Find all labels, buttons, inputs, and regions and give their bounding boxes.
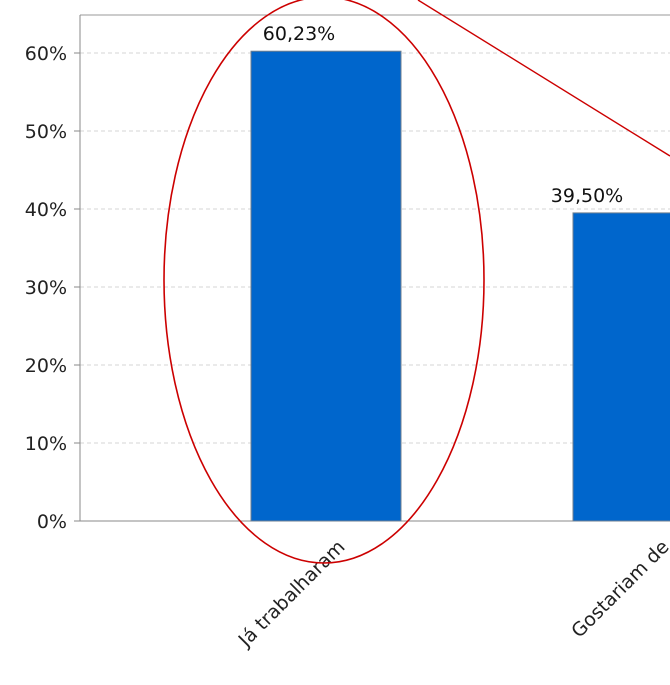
annotation-pointer-line [417, 0, 670, 157]
category-labels: Já trabalharam Gostariam de [234, 536, 670, 652]
y-tick-label: 20% [25, 355, 67, 377]
y-tick-label: 40% [25, 199, 67, 221]
category-label: Gostariam de [567, 536, 670, 642]
y-tick-label: 50% [25, 121, 67, 143]
y-tick-label: 0% [37, 511, 67, 533]
category-label: Já trabalharam [234, 536, 350, 652]
y-tick-labels: 0% 10% 20% 30% 40% 50% 60% [25, 43, 80, 533]
bar [572, 212, 670, 522]
y-tick-label: 10% [25, 433, 67, 455]
y-tick-label: 30% [25, 277, 67, 299]
data-labels: 60,23% 39,50% [263, 23, 623, 207]
bars [250, 50, 670, 522]
annotations [163, 0, 670, 564]
y-tick-label: 60% [25, 43, 67, 65]
bar [250, 50, 402, 522]
highlight-ellipse [163, 0, 485, 564]
data-label: 60,23% [263, 23, 335, 45]
data-label: 39,50% [551, 185, 623, 207]
